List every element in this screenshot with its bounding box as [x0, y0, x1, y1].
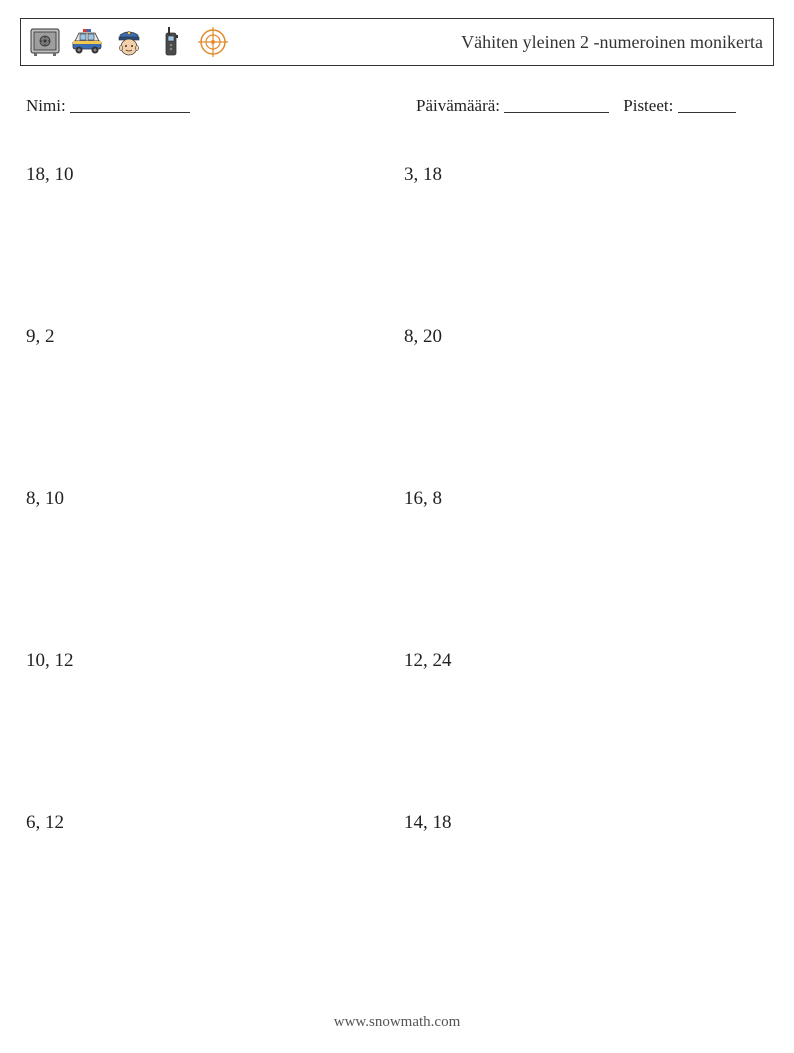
date-field: Päivämäärä:: [416, 92, 609, 116]
worksheet-page: Vähiten yleinen 2 -numeroinen monikerta …: [0, 0, 794, 1053]
problems-grid: 18, 10 3, 18 9, 2 8, 20 8, 10 16, 8 10, …: [20, 164, 774, 834]
problem-cell: 8, 20: [404, 326, 768, 348]
problem-cell: 14, 18: [404, 812, 768, 834]
score-blank: [678, 94, 736, 113]
worksheet-title: Vähiten yleinen 2 -numeroinen monikerta: [461, 32, 763, 53]
police-car-icon: [69, 24, 105, 60]
date-blank: [504, 94, 609, 113]
name-blank: [70, 94, 190, 113]
problem-cell: 16, 8: [404, 488, 768, 510]
problem-cell: 12, 24: [404, 650, 768, 672]
problem-row: 18, 10 3, 18: [26, 164, 768, 186]
target-icon: [195, 24, 231, 60]
header-box: Vähiten yleinen 2 -numeroinen monikerta: [20, 18, 774, 66]
problem-row: 6, 12 14, 18: [26, 812, 768, 834]
problem-row: 9, 2 8, 20: [26, 326, 768, 348]
footer-url: www.snowmath.com: [0, 1014, 794, 1031]
problem-cell: 18, 10: [26, 164, 404, 186]
score-label: Pisteet:: [623, 96, 673, 115]
problem-row: 10, 12 12, 24: [26, 650, 768, 672]
problem-cell: 9, 2: [26, 326, 404, 348]
meta-row: Nimi: Päivämäärä: Pisteet:: [20, 92, 774, 116]
date-label: Päivämäärä:: [416, 96, 500, 115]
name-label: Nimi:: [26, 96, 66, 115]
police-officer-icon: [111, 24, 147, 60]
safe-icon: [27, 24, 63, 60]
name-field: Nimi:: [26, 92, 416, 116]
problem-cell: 10, 12: [26, 650, 404, 672]
problem-row: 8, 10 16, 8: [26, 488, 768, 510]
score-field: Pisteet:: [623, 92, 735, 116]
header-icons: [27, 24, 231, 60]
problem-cell: 3, 18: [404, 164, 768, 186]
walkie-talkie-icon: [153, 24, 189, 60]
problem-cell: 6, 12: [26, 812, 404, 834]
problem-cell: 8, 10: [26, 488, 404, 510]
